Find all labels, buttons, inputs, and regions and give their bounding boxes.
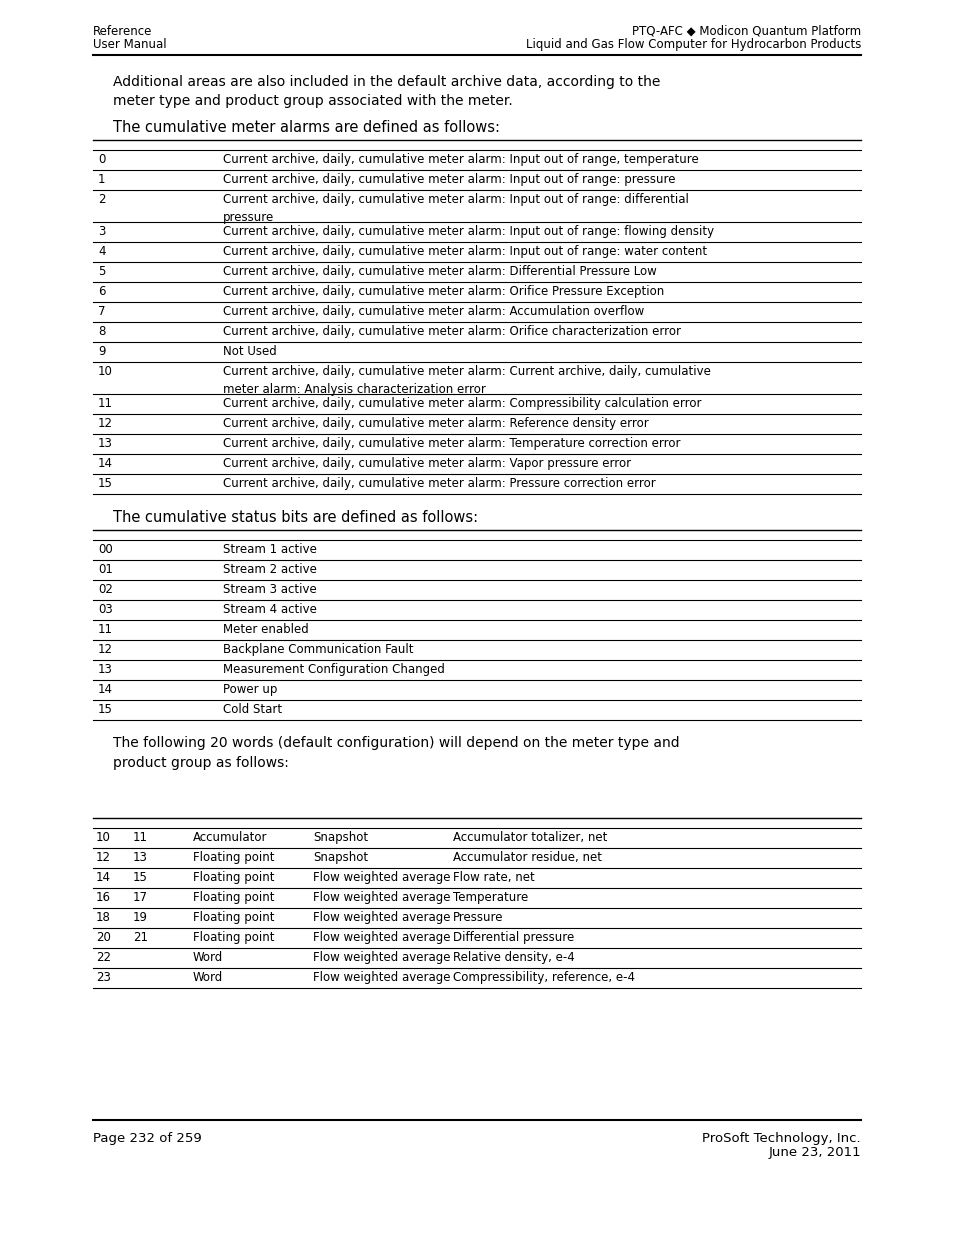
Text: 13: 13 [132,851,148,864]
Text: ProSoft Technology, Inc.: ProSoft Technology, Inc. [701,1132,861,1145]
Text: 16: 16 [96,890,111,904]
Text: Current archive, daily, cumulative meter alarm: Input out of range, temperature: Current archive, daily, cumulative meter… [223,153,698,165]
Text: Measurement Configuration Changed: Measurement Configuration Changed [223,663,444,676]
Text: Current archive, daily, cumulative meter alarm: Input out of range: water conten: Current archive, daily, cumulative meter… [223,245,706,258]
Text: The cumulative status bits are defined as follows:: The cumulative status bits are defined a… [112,510,477,525]
Text: Floating point: Floating point [193,851,274,864]
Text: Current archive, daily, cumulative meter alarm: Accumulation overflow: Current archive, daily, cumulative meter… [223,305,643,317]
Text: 11: 11 [98,396,112,410]
Text: Differential pressure: Differential pressure [453,931,574,944]
Text: Current archive, daily, cumulative meter alarm: Temperature correction error: Current archive, daily, cumulative meter… [223,437,679,450]
Text: 10: 10 [98,366,112,378]
Text: Flow weighted average: Flow weighted average [313,931,450,944]
Text: 6: 6 [98,285,106,298]
Text: 15: 15 [98,477,112,490]
Text: Temperature: Temperature [453,890,528,904]
Text: 9: 9 [98,345,106,358]
Text: 8: 8 [98,325,105,338]
Text: Cold Start: Cold Start [223,703,282,716]
Text: Current archive, daily, cumulative meter alarm: Input out of range: flowing dens: Current archive, daily, cumulative meter… [223,225,714,238]
Text: Meter enabled: Meter enabled [223,622,309,636]
Text: Additional areas are also included in the default archive data, according to the: Additional areas are also included in th… [112,75,659,109]
Text: 20: 20 [96,931,111,944]
Text: Stream 1 active: Stream 1 active [223,543,316,556]
Text: 14: 14 [98,457,112,471]
Text: 12: 12 [98,417,112,430]
Text: 7: 7 [98,305,106,317]
Text: 14: 14 [98,683,112,697]
Text: Current archive, daily, cumulative meter alarm: Compressibility calculation erro: Current archive, daily, cumulative meter… [223,396,700,410]
Text: Flow weighted average: Flow weighted average [313,890,450,904]
Text: Accumulator totalizer, net: Accumulator totalizer, net [453,831,607,844]
Text: 02: 02 [98,583,112,597]
Text: 13: 13 [98,437,112,450]
Text: Flow weighted average: Flow weighted average [313,911,450,924]
Text: 13: 13 [98,663,112,676]
Text: Floating point: Floating point [193,871,274,884]
Text: 1: 1 [98,173,106,186]
Text: 03: 03 [98,603,112,616]
Text: 4: 4 [98,245,106,258]
Text: Relative density, e-4: Relative density, e-4 [453,951,574,965]
Text: 11: 11 [98,622,112,636]
Text: Accumulator residue, net: Accumulator residue, net [453,851,601,864]
Text: Current archive, daily, cumulative meter alarm: Pressure correction error: Current archive, daily, cumulative meter… [223,477,655,490]
Text: Page 232 of 259: Page 232 of 259 [92,1132,201,1145]
Text: 00: 00 [98,543,112,556]
Text: Pressure: Pressure [453,911,503,924]
Text: Current archive, daily, cumulative meter alarm: Orifice characterization error: Current archive, daily, cumulative meter… [223,325,680,338]
Text: 17: 17 [132,890,148,904]
Text: Floating point: Floating point [193,911,274,924]
Text: Flow rate, net: Flow rate, net [453,871,535,884]
Text: 21: 21 [132,931,148,944]
Text: Word: Word [193,971,223,984]
Text: 14: 14 [96,871,111,884]
Text: 0: 0 [98,153,105,165]
Text: 3: 3 [98,225,105,238]
Text: Current archive, daily, cumulative meter alarm: Vapor pressure error: Current archive, daily, cumulative meter… [223,457,631,471]
Text: The cumulative meter alarms are defined as follows:: The cumulative meter alarms are defined … [112,120,499,135]
Text: 11: 11 [132,831,148,844]
Text: Liquid and Gas Flow Computer for Hydrocarbon Products: Liquid and Gas Flow Computer for Hydroca… [525,38,861,51]
Text: Flow weighted average: Flow weighted average [313,871,450,884]
Text: Current archive, daily, cumulative meter alarm: Differential Pressure Low: Current archive, daily, cumulative meter… [223,266,656,278]
Text: 01: 01 [98,563,112,576]
Text: 22: 22 [96,951,111,965]
Text: 12: 12 [98,643,112,656]
Text: PTQ-AFC ◆ Modicon Quantum Platform: PTQ-AFC ◆ Modicon Quantum Platform [631,25,861,38]
Text: 12: 12 [96,851,111,864]
Text: 18: 18 [96,911,111,924]
Text: June 23, 2011: June 23, 2011 [767,1146,861,1158]
Text: Current archive, daily, cumulative meter alarm: Orifice Pressure Exception: Current archive, daily, cumulative meter… [223,285,663,298]
Text: Current archive, daily, cumulative meter alarm: Input out of range: pressure: Current archive, daily, cumulative meter… [223,173,675,186]
Text: 5: 5 [98,266,105,278]
Text: 2: 2 [98,193,106,206]
Text: Snapshot: Snapshot [313,851,368,864]
Text: Stream 2 active: Stream 2 active [223,563,316,576]
Text: The following 20 words (default configuration) will depend on the meter type and: The following 20 words (default configur… [112,736,679,769]
Text: Not Used: Not Used [223,345,276,358]
Text: Stream 4 active: Stream 4 active [223,603,316,616]
Text: Snapshot: Snapshot [313,831,368,844]
Text: Compressibility, reference, e-4: Compressibility, reference, e-4 [453,971,635,984]
Text: Reference: Reference [92,25,152,38]
Text: User Manual: User Manual [92,38,167,51]
Text: Flow weighted average: Flow weighted average [313,971,450,984]
Text: Floating point: Floating point [193,890,274,904]
Text: Accumulator: Accumulator [193,831,267,844]
Text: Flow weighted average: Flow weighted average [313,951,450,965]
Text: 15: 15 [98,703,112,716]
Text: Stream 3 active: Stream 3 active [223,583,316,597]
Text: Current archive, daily, cumulative meter alarm: Current archive, daily, cumulati: Current archive, daily, cumulative meter… [223,366,710,396]
Text: Backplane Communication Fault: Backplane Communication Fault [223,643,413,656]
Text: 19: 19 [132,911,148,924]
Text: Power up: Power up [223,683,277,697]
Text: 15: 15 [132,871,148,884]
Text: Word: Word [193,951,223,965]
Text: Floating point: Floating point [193,931,274,944]
Text: Current archive, daily, cumulative meter alarm: Input out of range: differential: Current archive, daily, cumulative meter… [223,193,688,225]
Text: 10: 10 [96,831,111,844]
Text: 23: 23 [96,971,111,984]
Text: Current archive, daily, cumulative meter alarm: Reference density error: Current archive, daily, cumulative meter… [223,417,648,430]
